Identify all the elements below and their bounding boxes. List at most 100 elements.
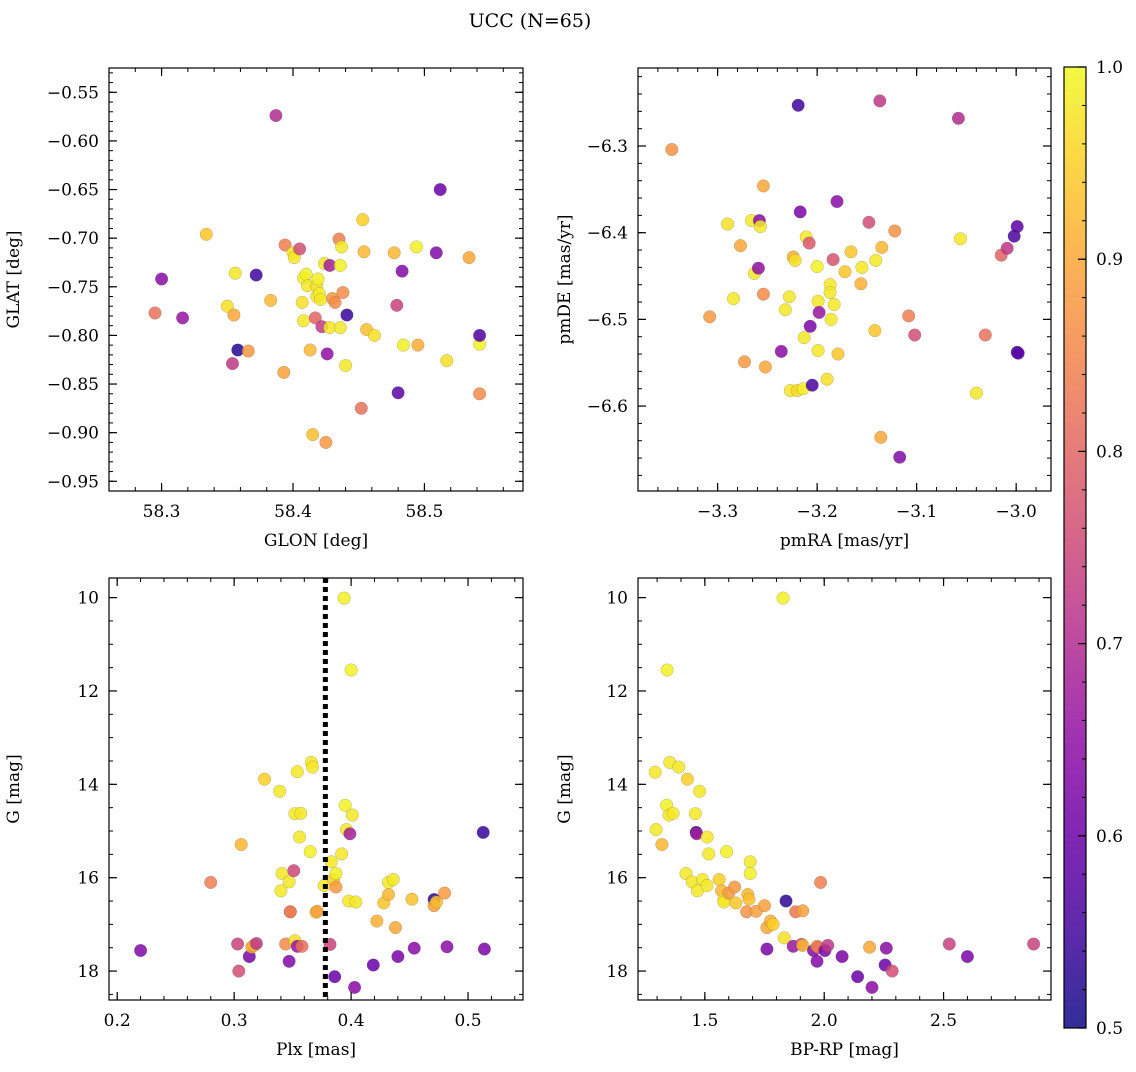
data-point (953, 232, 967, 246)
data-point (666, 806, 680, 820)
data-point (477, 942, 491, 956)
data-point (303, 845, 317, 859)
data-point (340, 308, 354, 322)
y-axis-label: pmDE [mas/yr] (555, 214, 575, 344)
data-point (774, 344, 788, 358)
x-tick-label: 2.5 (930, 1011, 957, 1031)
data-point (328, 295, 342, 309)
data-point (370, 914, 384, 928)
data-point (873, 94, 887, 108)
x-tick-label: 0.3 (221, 1011, 248, 1031)
data-point (879, 941, 893, 955)
data-point (729, 896, 743, 910)
colorbar-gradient (1063, 66, 1087, 1029)
colorbar-tick-label: 0.5 (1096, 1019, 1123, 1039)
scatter-panel-2: −3.3 −3.2 −3.1 −3.0 −6.3 −6.4 −6.5 −6.6 pmRA [ma… (555, 67, 1052, 551)
data-point (812, 305, 826, 319)
data-point (797, 331, 811, 345)
data-point (391, 386, 405, 400)
x-axis-label: BP-RP [mag] (790, 1040, 899, 1060)
data-point (343, 827, 357, 841)
data-point (335, 847, 349, 861)
data-point (855, 260, 869, 274)
data-point (199, 227, 213, 241)
data-point (700, 879, 714, 893)
data-point (942, 937, 956, 951)
scatter-panel-3: 0.2 0.3 0.4 0.5 10 12 14 16 18 Plx [mas] G [mag] (4, 577, 524, 1060)
data-point (703, 310, 717, 324)
data-point (844, 245, 858, 259)
y-tick-label: −0.95 (47, 472, 99, 492)
data-point (805, 378, 819, 392)
y-axis-label: G [mag] (4, 754, 24, 823)
data-point (345, 808, 359, 822)
data-point (660, 663, 674, 677)
data-point (728, 880, 742, 894)
data-point (820, 372, 834, 386)
data-point (176, 311, 190, 325)
data-point (893, 450, 907, 464)
data-point (862, 215, 876, 229)
x-tick-label: −3.1 (896, 502, 937, 522)
y-tick-label: −0.60 (47, 132, 99, 152)
data-point (951, 111, 965, 125)
data-point (793, 205, 807, 219)
y-tick-label: 12 (606, 682, 628, 702)
data-point (734, 239, 748, 253)
data-point (234, 838, 248, 852)
data-point (283, 905, 297, 919)
data-point (227, 308, 241, 322)
x-tick-label: 0.4 (338, 1011, 365, 1031)
data-point (396, 338, 410, 352)
point-group (148, 109, 487, 449)
data-point (395, 264, 409, 278)
data-point (306, 428, 320, 442)
data-point (688, 807, 702, 821)
data-point (473, 328, 487, 342)
data-point (821, 938, 835, 952)
data-point (287, 864, 301, 878)
data-point (778, 303, 792, 317)
data-point (811, 344, 825, 358)
data-point (386, 873, 400, 887)
data-point (249, 268, 263, 282)
data-point (791, 98, 805, 112)
data-point (777, 931, 791, 945)
data-point (382, 888, 396, 902)
scatter-panel-1: 58.3 58.4 58.5 −0.55 −0.60 −0.65 −0.70 −0.75 −0.… (4, 67, 524, 551)
data-point (430, 895, 444, 909)
data-point (333, 321, 347, 335)
data-point (440, 354, 454, 368)
data-point (885, 964, 899, 978)
data-point (295, 295, 309, 309)
y-tick-label: 16 (606, 869, 628, 889)
data-point (831, 347, 845, 361)
data-point (440, 940, 454, 954)
y-tick-label: −0.65 (47, 181, 99, 201)
data-point (336, 286, 350, 300)
data-point (278, 238, 292, 252)
data-point (231, 937, 245, 951)
data-point (814, 875, 828, 889)
data-point (869, 253, 883, 267)
data-point (796, 904, 810, 918)
data-point (756, 287, 770, 301)
data-point (720, 845, 734, 859)
data-point (148, 306, 162, 320)
data-point (680, 772, 694, 786)
data-point (410, 240, 424, 254)
data-point (712, 873, 726, 887)
data-point (803, 319, 817, 333)
y-tick-label: 18 (77, 962, 99, 982)
data-point (823, 286, 837, 300)
data-point (810, 260, 824, 274)
y-tick-label: 14 (77, 775, 99, 795)
data-point (693, 784, 707, 798)
data-point (295, 939, 309, 953)
data-point (349, 895, 363, 909)
data-point (282, 875, 296, 889)
data-point (758, 360, 772, 374)
data-point (462, 251, 476, 265)
data-point (232, 964, 246, 978)
